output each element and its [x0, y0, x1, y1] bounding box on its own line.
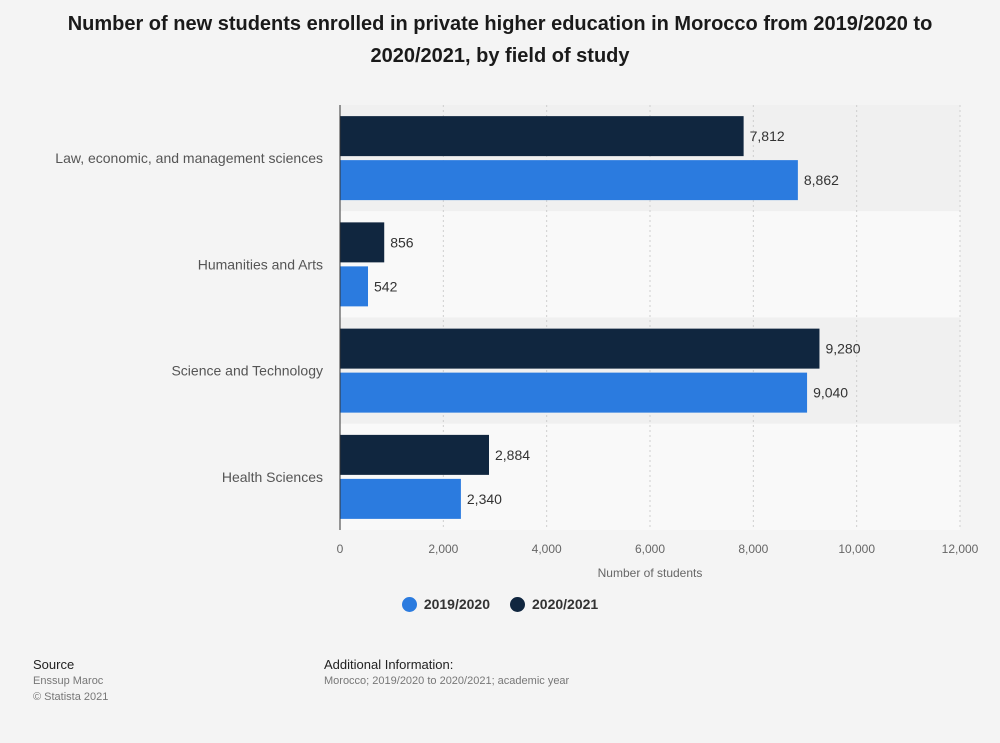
category-labels: Law, economic, and management sciences Hu… [55, 150, 323, 485]
value-label-2019-2020-science-and-technology: 9,040 [813, 385, 848, 401]
legend-item-2019-2020[interactable]: 2019/2020 [401, 596, 490, 612]
source-heading: Source [33, 657, 75, 672]
bar-2020-2021-humanities-and-arts[interactable] [340, 222, 385, 263]
x-axis-title: Number of students [598, 566, 703, 580]
value-label-2019-2020-law-economic-and-management-sciences: 8,862 [804, 172, 839, 188]
category-label-law-economic-and-management-sciences: Law, economic, and management sciences [55, 150, 323, 166]
bar-2020-2021-health-sciences[interactable] [340, 434, 490, 475]
x-tick-label-12000: 12,000 [942, 542, 979, 556]
x-tick-label-8000: 8,000 [738, 542, 768, 556]
category-band-humanities-and-arts [340, 211, 960, 318]
source-block: Source Enssup Maroc © Statista 2021 [33, 657, 108, 705]
value-label-2020-2021-humanities-and-arts: 856 [390, 234, 414, 250]
bars [340, 116, 820, 519]
chart-title: Number of new students enrolled in priva… [67, 13, 933, 67]
x-tick-label-0: 0 [337, 542, 344, 556]
additional-info-heading[interactable]: Additional Information: [324, 657, 454, 672]
bar-chart: 7,812 8,862 856 542 9,280 9,040 2,884 2,340 Law… [55, 105, 979, 580]
value-label-2019-2020-humanities-and-arts: 542 [374, 278, 398, 294]
legend-label-2019-2020: 2019/2020 [423, 596, 490, 612]
value-label-2020-2021-science-and-technology: 9,280 [825, 341, 860, 357]
legend-dot-2019-2020 [401, 596, 417, 612]
legend-dot-2020-2021 [510, 596, 525, 612]
value-label-2020-2021-law-economic-and-management-sciences: 7,812 [750, 128, 785, 144]
value-labels: 7,812 8,862 856 542 9,280 9,040 2,884 2,340 [374, 128, 861, 507]
value-label-2019-2020-health-sciences: 2,340 [467, 491, 502, 507]
x-tick-label-6000: 6,000 [635, 542, 665, 556]
source-line-1[interactable]: Enssup Maroc [33, 675, 104, 687]
bar-2019-2020-science-and-technology[interactable] [340, 372, 808, 413]
x-tick-labels: 0 2,000 4,000 6,000 8,000 10,000 12,000 [337, 542, 979, 556]
value-label-2020-2021-health-sciences: 2,884 [495, 447, 530, 463]
x-tick-label-2000: 2,000 [428, 542, 458, 556]
category-label-science-and-technology: Science and Technology [171, 363, 323, 379]
additional-info-block: Additional Information: Morocco; 2019/20… [324, 657, 569, 689]
bar-2020-2021-law-economic-and-management-sciences[interactable] [340, 116, 744, 157]
legend-item-2020-2021[interactable]: 2020/2021 [510, 596, 598, 612]
bar-2019-2020-health-sciences[interactable] [340, 478, 461, 519]
category-label-health-sciences: Health Sciences [222, 469, 323, 485]
bar-2019-2020-humanities-and-arts[interactable] [340, 266, 369, 307]
additional-info-text: Morocco; 2019/2020 to 2020/2021; academi… [324, 675, 570, 687]
category-label-humanities-and-arts: Humanities and Arts [198, 256, 323, 272]
legend-label-2020-2021: 2020/2021 [532, 596, 599, 612]
source-line-2: © Statista 2021 [33, 691, 109, 703]
bar-2019-2020-law-economic-and-management-sciences[interactable] [340, 160, 798, 201]
legend: 2019/2020 2020/2021 [0, 596, 1000, 612]
bar-2020-2021-science-and-technology[interactable] [340, 328, 820, 369]
x-tick-label-10000: 10,000 [838, 542, 875, 556]
x-tick-label-4000: 4,000 [532, 542, 562, 556]
